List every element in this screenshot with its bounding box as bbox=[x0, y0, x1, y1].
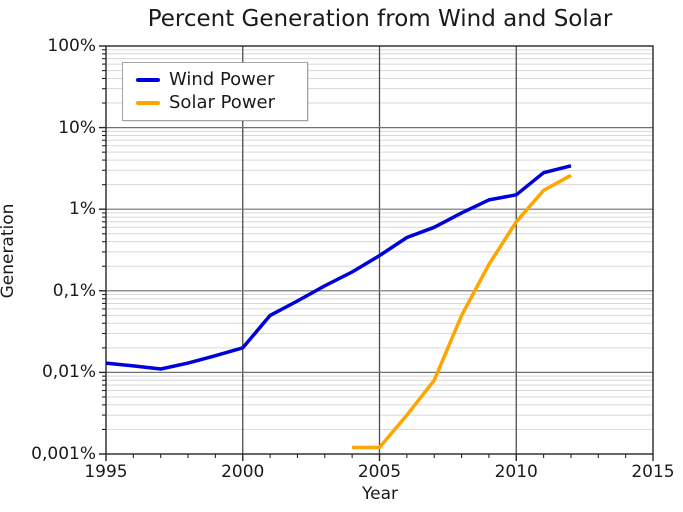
y-tick-label: 0,1% bbox=[52, 280, 96, 301]
legend-label-wind: Wind Power bbox=[169, 69, 275, 90]
y-tick-label: 1% bbox=[69, 199, 96, 220]
y-tick-label: 0,01% bbox=[41, 362, 96, 383]
legend-label-solar: Solar Power bbox=[169, 92, 276, 113]
legend: Wind Power Solar Power bbox=[122, 62, 308, 121]
legend-item-solar: Solar Power bbox=[123, 91, 307, 114]
chart-title: Percent Generation from Wind and Solar bbox=[147, 6, 613, 32]
x-tick-label: 2015 bbox=[631, 462, 675, 482]
legend-item-wind: Wind Power bbox=[123, 68, 307, 91]
wind-power-line bbox=[105, 164, 572, 371]
x-tick-label: 1995 bbox=[84, 462, 128, 482]
solar-power-line bbox=[352, 173, 572, 450]
x-tick-label: 2010 bbox=[494, 462, 538, 482]
y-tick-label: 100% bbox=[47, 36, 96, 56]
x-axis-title: Year bbox=[362, 484, 398, 504]
x-tick-label: 2005 bbox=[357, 462, 402, 482]
x-tick-label: 2000 bbox=[221, 462, 265, 482]
y-tick-label: 10% bbox=[58, 117, 96, 138]
y-tick-label: 0,001% bbox=[31, 444, 96, 464]
wind-power-swatch bbox=[136, 77, 160, 82]
solar-power-swatch bbox=[136, 100, 160, 105]
